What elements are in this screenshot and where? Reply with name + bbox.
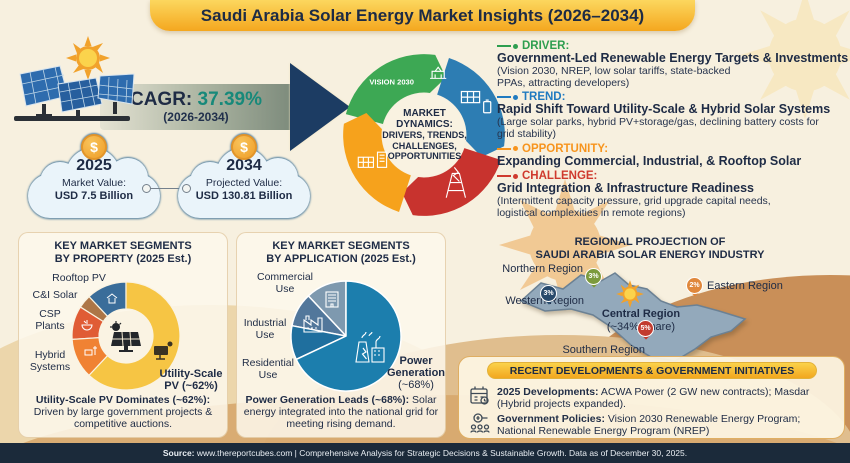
pin-northern-region: 3%	[585, 268, 602, 295]
label-commercial-use: Commercial Use	[256, 271, 313, 295]
application-caption: Power Generation Leads (~68%): Solar ene…	[243, 394, 439, 431]
dollar-coin-icon: $	[231, 134, 257, 160]
cycle-center-text: MARKET DYNAMICS: DRIVERS, TRENDS, CHALLE…	[382, 108, 467, 162]
projected-value-label: Projected Value:	[205, 177, 283, 189]
connector-line	[497, 96, 511, 99]
application-card-title: KEY MARKET SEGMENTS BY APPLICATION (2025 …	[266, 240, 416, 266]
property-donut-chart	[71, 281, 181, 391]
label-utility-scale-pv: Utility-Scale PV (~62%)	[159, 368, 223, 393]
pin-eastern-region: 2%	[686, 277, 703, 304]
market-dynamics-cycle: VISION 2030	[343, 54, 505, 216]
projected-value-amount: USD 130.81 Billion	[195, 190, 293, 202]
connector-dot	[513, 173, 518, 179]
solar-panel-icon	[110, 321, 141, 352]
source-bar: Source: www.thereportcubes.com | Compreh…	[0, 443, 850, 463]
pin-western-region: 3%	[540, 285, 557, 312]
initiative-policies: Government Policies: Vision 2030 Renewab…	[497, 413, 801, 438]
arrow-head-icon	[290, 63, 350, 151]
cycle-segment-blue	[437, 58, 505, 158]
market-value-cloud-2025: $ 2025 Market Value: USD 7.5 Billion	[28, 134, 160, 220]
capitol-icon	[430, 66, 447, 79]
dollar-coin-icon: $	[81, 134, 107, 160]
property-card-title: KEY MARKET SEGMENTS BY PROPERTY (2025 Est…	[54, 240, 192, 266]
label-power-generation: Power Generation (~68%)	[386, 355, 446, 392]
label-central-region: Central Region	[601, 308, 681, 320]
commercial-solar-icon	[357, 151, 388, 168]
cloud-connector	[146, 188, 186, 189]
label-hybrid-systems: Hybrid Systems	[29, 349, 71, 373]
initiatives-box: RECENT DEVELOPMENTS & GOVERNMENT INITIAT…	[458, 356, 845, 439]
label-southern-region: Southern Region	[562, 344, 645, 356]
property-caption: Utility-Scale PV Dominates (~62%): Drive…	[33, 394, 213, 431]
market-value-label: Market Value:	[62, 177, 126, 189]
year-2025: 2025	[76, 157, 112, 174]
solar-panels-illustration	[14, 65, 135, 121]
connector-line	[497, 45, 511, 47]
connector-dot	[513, 94, 518, 100]
sun-icon	[66, 36, 110, 80]
connector-line	[497, 147, 511, 150]
label-eastern-region: Eastern Region	[707, 280, 783, 292]
label-csp-plants: CSP Plants	[35, 308, 65, 332]
label-residential-use: Residential Use	[242, 357, 294, 381]
connector-line	[497, 175, 511, 178]
calendar-icon	[470, 386, 489, 405]
insight-driver: DRIVER: Government-Led Renewable Energy …	[497, 40, 849, 89]
page-title: Saudi Arabia Solar Energy Market Insight…	[150, 0, 695, 31]
connector-dot	[513, 43, 518, 49]
regional-projection: REGIONAL PROJECTION OF SAUDI ARABIA SOLAR…	[455, 232, 845, 362]
projected-value-cloud-2034: $ 2034 Projected Value: USD 130.81 Billi…	[178, 134, 310, 220]
connector-dot	[513, 146, 518, 151]
property-segments-card: KEY MARKET SEGMENTS BY PROPERTY (2025 Est…	[18, 232, 228, 438]
regional-title: REGIONAL PROJECTION OF SAUDI ARABIA SOLAR…	[535, 236, 765, 262]
sun-icon	[616, 280, 644, 308]
vision-2030-logo: VISION 2030	[369, 77, 414, 86]
initiatives-header: RECENT DEVELOPMENTS & GOVERNMENT INITIAT…	[487, 362, 817, 379]
insight-trend: TREND: Rapid Shift Toward Utility-Scale …	[497, 91, 831, 140]
insights-list: DRIVER: Government-Led Renewable Energy …	[497, 40, 849, 222]
cagr-period: (2026-2034)	[163, 109, 229, 124]
cagr-value: 37.39%	[197, 89, 262, 111]
insight-challenge: CHALLENGE: Grid Integration & Infrastruc…	[497, 170, 771, 219]
insight-opportunity: OPPORTUNITY: Expanding Commercial, Indus…	[497, 142, 802, 168]
connector-dot	[182, 184, 191, 193]
cycle-segment-green	[345, 54, 447, 124]
market-value-amount: USD 7.5 Billion	[54, 190, 134, 202]
solar-battery-icon	[460, 90, 492, 114]
label-industrial-use: Industrial Use	[243, 317, 287, 341]
cagr-text: CAGR: 37.39%	[129, 89, 262, 111]
policy-icon	[470, 413, 490, 433]
pin-southern-region: 5%	[637, 320, 654, 347]
label-ci-solar: C&I Solar	[32, 289, 78, 301]
pale-sun-icon	[740, 0, 850, 120]
application-segments-card: KEY MARKET SEGMENTS BY APPLICATION (2025 …	[236, 232, 446, 438]
connector-dot	[142, 184, 151, 193]
label-rooftop-pv: Rooftop PV	[52, 272, 106, 284]
year-2034: 2034	[226, 157, 262, 174]
initiative-developments: 2025 Developments: ACWA Power (2 GW new …	[497, 386, 810, 411]
label-northern-region: Northern Region	[502, 263, 583, 275]
power-grid-icon	[445, 167, 466, 198]
